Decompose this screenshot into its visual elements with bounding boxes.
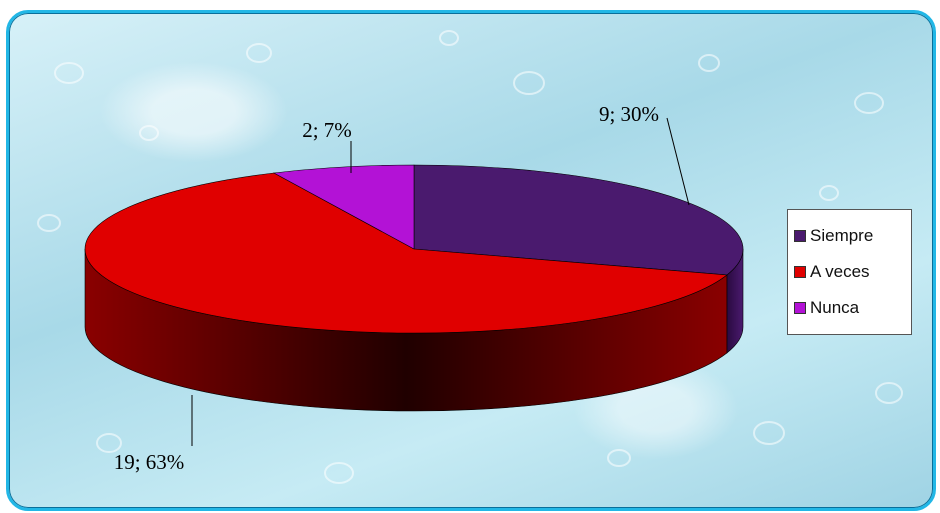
chart-legend: Siempre A veces Nunca — [787, 209, 912, 335]
background-water-drops — [37, 30, 903, 484]
legend-swatch-nunca — [794, 302, 806, 314]
legend-item-siempre: Siempre — [794, 218, 905, 254]
legend-swatch-siempre — [794, 230, 806, 242]
legend-swatch-a-veces — [794, 266, 806, 278]
data-label-a-veces: 19; 63% — [114, 450, 185, 474]
legend-label-a-veces: A veces — [810, 262, 870, 281]
legend-item-nunca: Nunca — [794, 290, 905, 326]
legend-label-nunca: Nunca — [810, 298, 860, 317]
legend-item-a-veces: A veces — [794, 254, 905, 290]
leader-line-siempre — [666, 117, 690, 206]
legend-label-siempre: Siempre — [810, 226, 874, 245]
pie-slice-nunca — [272, 164, 415, 250]
data-label-siempre: 9; 30% — [599, 102, 659, 126]
pie-slice-siempre — [413, 164, 744, 276]
pie-slice-a-veces — [84, 172, 728, 334]
data-label-nunca: 2; 7% — [302, 118, 352, 142]
chart-frame: 9; 30% 19; 63% 2; 7% Siempre A veces Nunca — [6, 10, 936, 511]
pie-chart: 9; 30% 19; 63% 2; 7% — [84, 102, 744, 474]
